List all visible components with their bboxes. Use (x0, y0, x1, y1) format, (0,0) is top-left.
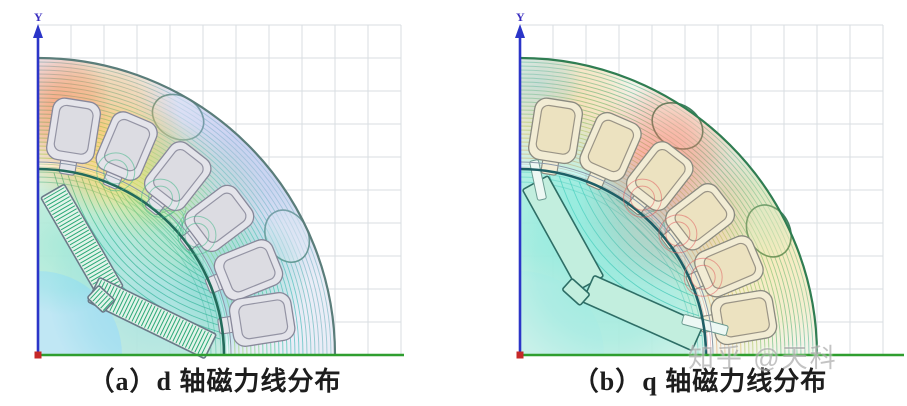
flux-plot-d-axis: Y (33, 10, 404, 359)
stator-slot (95, 111, 158, 190)
rotor-magnet (582, 275, 704, 351)
stator-inner-boundary (37, 161, 232, 356)
y-axis-arrow-icon (515, 24, 525, 38)
rotor-magnet (40, 184, 124, 300)
stator-slot (685, 235, 764, 298)
caption-d-axis: （a）d 轴磁力线分布 (88, 367, 342, 396)
rotor-magnet (562, 278, 590, 306)
stator-outer-boundary (37, 56, 337, 356)
flux-plot-q-axis: Y (515, 10, 904, 359)
stator-outer-boundary (519, 56, 819, 356)
rotor-magnet (87, 277, 217, 359)
origin-marker (34, 351, 42, 359)
watermark: 知乎 @天科 (688, 343, 838, 373)
caption-q-axis: （b）q 轴磁力线分布 (572, 367, 828, 396)
rotor-boundary (37, 167, 226, 356)
y-axis-label: Y (34, 10, 43, 24)
stator-slot (205, 239, 284, 301)
slot-flux-loops (623, 178, 723, 297)
stator-slot (528, 97, 583, 176)
stator-slot (179, 184, 255, 253)
stator-slot (660, 183, 736, 251)
rotor-magnet (87, 285, 115, 313)
stator-inner-boundary (519, 161, 714, 356)
stator-slot (625, 141, 694, 216)
slot-flux-loops (96, 152, 217, 255)
origin-marker (516, 351, 524, 359)
y-axis-label: Y (516, 10, 525, 24)
y-axis-arrow-icon (33, 24, 43, 38)
stator-slot (46, 97, 101, 176)
stator-slot (143, 141, 212, 216)
stator-slot (579, 111, 642, 190)
rotor-boundary (519, 167, 708, 356)
